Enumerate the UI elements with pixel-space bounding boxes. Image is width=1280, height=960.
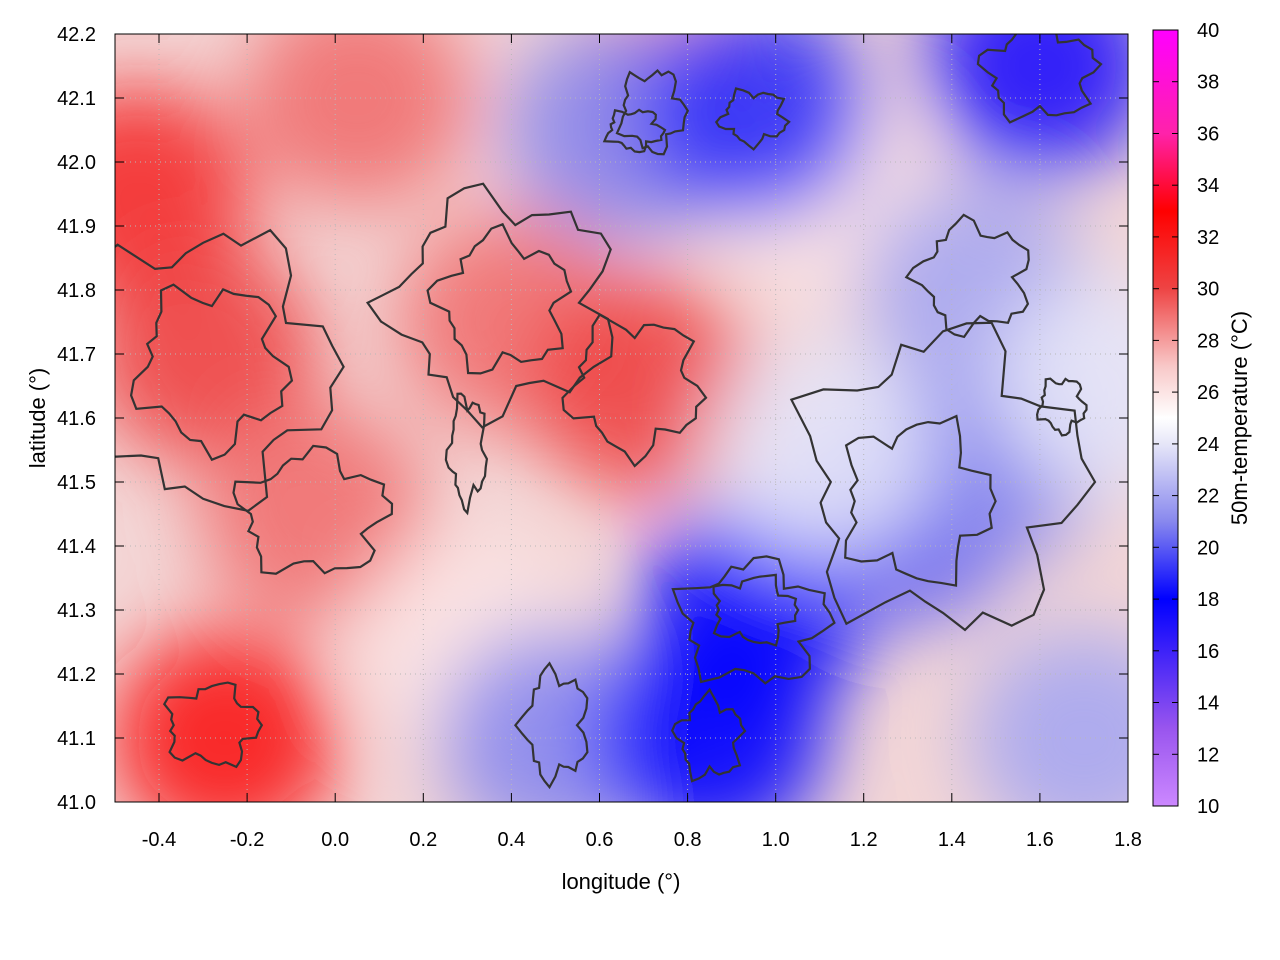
colorbar-tick-label-13: 36	[1197, 124, 1219, 146]
contour-line-2	[162, 681, 264, 769]
y-axis-title: latitude (°)	[25, 368, 50, 469]
contour-line-13	[602, 108, 667, 154]
x-tick-label-8: 1.2	[850, 829, 878, 851]
colorbar-tick-label-2: 14	[1197, 693, 1219, 715]
y-tick-label-9: 41.9	[57, 216, 96, 238]
field-region-2	[115, 629, 340, 802]
y-tick-label-0: 41.0	[57, 792, 96, 814]
x-tick-label-3: 0.2	[409, 829, 437, 851]
field-region-4	[242, 34, 472, 207]
y-tick-label-5: 41.5	[57, 472, 96, 494]
colorbar-tick-label-15: 40	[1197, 20, 1219, 42]
x-tick-label-4: 0.4	[497, 829, 525, 851]
colorbar-tick-label-8: 26	[1197, 382, 1219, 404]
field-region-3	[198, 405, 428, 623]
plot-area	[115, 34, 1128, 802]
colorbar-tick-label-7: 24	[1197, 434, 1219, 456]
y-tick-label-1: 41.1	[57, 728, 96, 750]
contour-line-0	[129, 283, 294, 462]
y-tick-label-12: 42.2	[57, 24, 96, 46]
contour-line-15	[789, 321, 1097, 632]
field-region-14	[595, 629, 825, 802]
colorbar-tick-label-6: 22	[1197, 486, 1219, 508]
y-tick-label-6: 41.6	[57, 408, 96, 430]
x-tick-label-7: 1.0	[762, 829, 790, 851]
colorbar-tick-label-9: 28	[1197, 330, 1219, 352]
field-region-17	[925, 34, 1128, 175]
colorbar-tick-label-10: 30	[1197, 279, 1219, 301]
contour-line-5	[365, 182, 614, 429]
colorbar-tick-label-4: 18	[1197, 589, 1219, 611]
y-tick-label-3: 41.3	[57, 600, 96, 622]
field-region-6	[529, 277, 758, 495]
x-tick-label-1: -0.2	[230, 829, 264, 851]
x-tick-label-9: 1.4	[938, 829, 966, 851]
contour-line-3	[232, 444, 394, 575]
contour-line-10	[670, 687, 747, 783]
colorbar: 10 12 14 16 18 20 22 24 26 28 30 32 34 36 38 40 50m-tem…	[1152, 20, 1252, 818]
contour-line-17	[904, 213, 1030, 339]
colorbar-tick-label-3: 16	[1197, 641, 1219, 663]
colorbar-title: 50m-temperature (°C)	[1227, 311, 1252, 525]
y-axis-ticks: 41.0 41.1 41.2 41.3 41.4 41.5 41.6 41.7 41.8 41.9…	[57, 24, 1128, 814]
x-tick-label-5: 0.6	[586, 829, 614, 851]
y-tick-label-7: 41.7	[57, 344, 96, 366]
contour-line-6	[561, 313, 708, 468]
contour-lines	[115, 34, 1103, 790]
colorbar-ticks: 10 12 14 16 18 20 22 24 26 28 30 32 34 36 38 40	[1153, 20, 1219, 818]
field-region-20	[991, 277, 1128, 495]
contour-line-4	[426, 222, 573, 375]
contour-line-9	[671, 555, 836, 685]
field-region-1	[115, 245, 318, 463]
colorbar-tick-label-14: 38	[1197, 72, 1219, 94]
colorbar-gradient	[1152, 29, 1179, 807]
colorbar-tick-label-12: 34	[1197, 175, 1219, 197]
field-region-12	[639, 34, 869, 220]
colorbar-tick-label-0: 10	[1197, 796, 1219, 818]
y-tick-label-8: 41.8	[57, 280, 96, 302]
y-tick-label-2: 41.2	[57, 664, 96, 686]
contour-line-18	[444, 392, 489, 516]
x-tick-label-11: 1.8	[1114, 829, 1142, 851]
x-axis-title: longitude (°)	[562, 869, 681, 894]
contour-line-7	[615, 68, 690, 156]
contour-line-12	[714, 87, 791, 151]
x-tick-label-10: 1.6	[1026, 829, 1054, 851]
y-tick-label-11: 42.1	[57, 88, 96, 110]
grid-lines	[115, 34, 1128, 802]
contour-line-16	[976, 34, 1103, 124]
x-tick-label-6: 0.8	[674, 829, 702, 851]
contour-line-11	[513, 661, 589, 790]
colorbar-tick-label-11: 32	[1197, 227, 1219, 249]
field-region-21	[705, 341, 935, 559]
contour-line-8	[712, 573, 800, 647]
y-tick-label-4: 41.4	[57, 536, 96, 558]
colorbar-tick-label-1: 12	[1197, 744, 1219, 766]
contour-line-14	[844, 414, 997, 587]
temperature-field	[115, 34, 1128, 802]
contour-line-19	[1035, 377, 1088, 437]
field-region-18	[969, 629, 1128, 802]
x-tick-label-0: -0.4	[142, 829, 176, 851]
x-axis-ticks: -0.4 -0.2 0.0 0.2 0.4 0.6 0.8 1.0 1.2 1.4 1.6 1.8	[142, 34, 1142, 851]
y-tick-label-10: 42.0	[57, 152, 96, 174]
colorbar-tick-label-5: 20	[1197, 537, 1219, 559]
x-tick-label-2: 0.0	[321, 829, 349, 851]
